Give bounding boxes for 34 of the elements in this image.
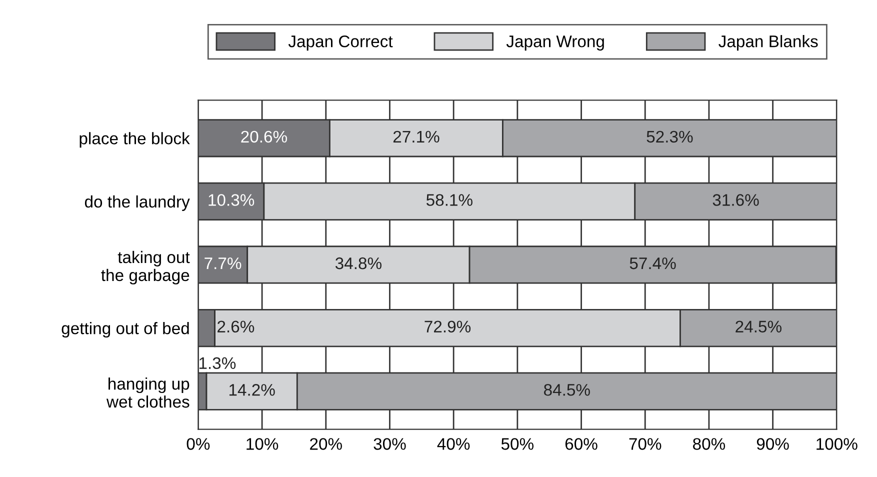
legend-label: Japan Correct [288,35,393,51]
x-tick-label: 100% [816,438,858,450]
x-tick-label: 50% [501,438,534,450]
data-label: 58.1% [426,194,472,206]
y-tick-label: getting out of bed [62,322,189,338]
legend-label: Japan Blanks [718,35,818,51]
x-tick-label: 60% [565,438,598,450]
data-label: 34.8% [335,257,382,270]
data-label: 7.7% [204,257,242,270]
data-label: 31.6% [712,194,759,206]
x-tick-label: 90% [756,438,789,450]
x-tick-label: 40% [437,438,470,450]
data-label: 24.5% [736,320,782,333]
data-label: 57.4% [630,257,676,270]
data-label: 10.3% [208,194,254,206]
y-tick-label: do the laundry [84,195,190,211]
x-tick-label: 70% [629,438,662,450]
data-label: 2.6% [218,320,254,333]
y-tick-label: taking out the garbage [101,250,190,284]
data-label: 27.1% [393,130,440,143]
y-tick-label: place the block [80,132,190,148]
data-label: 72.9% [424,320,471,333]
x-tick-label: 80% [693,438,726,450]
x-tick-label: 30% [374,438,406,450]
data-label: 14.2% [229,384,275,396]
x-tick-label: 20% [310,438,342,450]
y-tick-label: hanging up wet clothes [106,378,190,408]
legend-label: Japan Wrong [506,36,604,51]
data-label: 20.6% [241,130,287,143]
x-tick-label: 0% [186,438,210,450]
data-label: 1.3% [199,357,236,370]
x-tick-label: 10% [246,438,278,450]
data-label: 52.3% [646,130,693,143]
data-label: 84.5% [544,384,590,396]
